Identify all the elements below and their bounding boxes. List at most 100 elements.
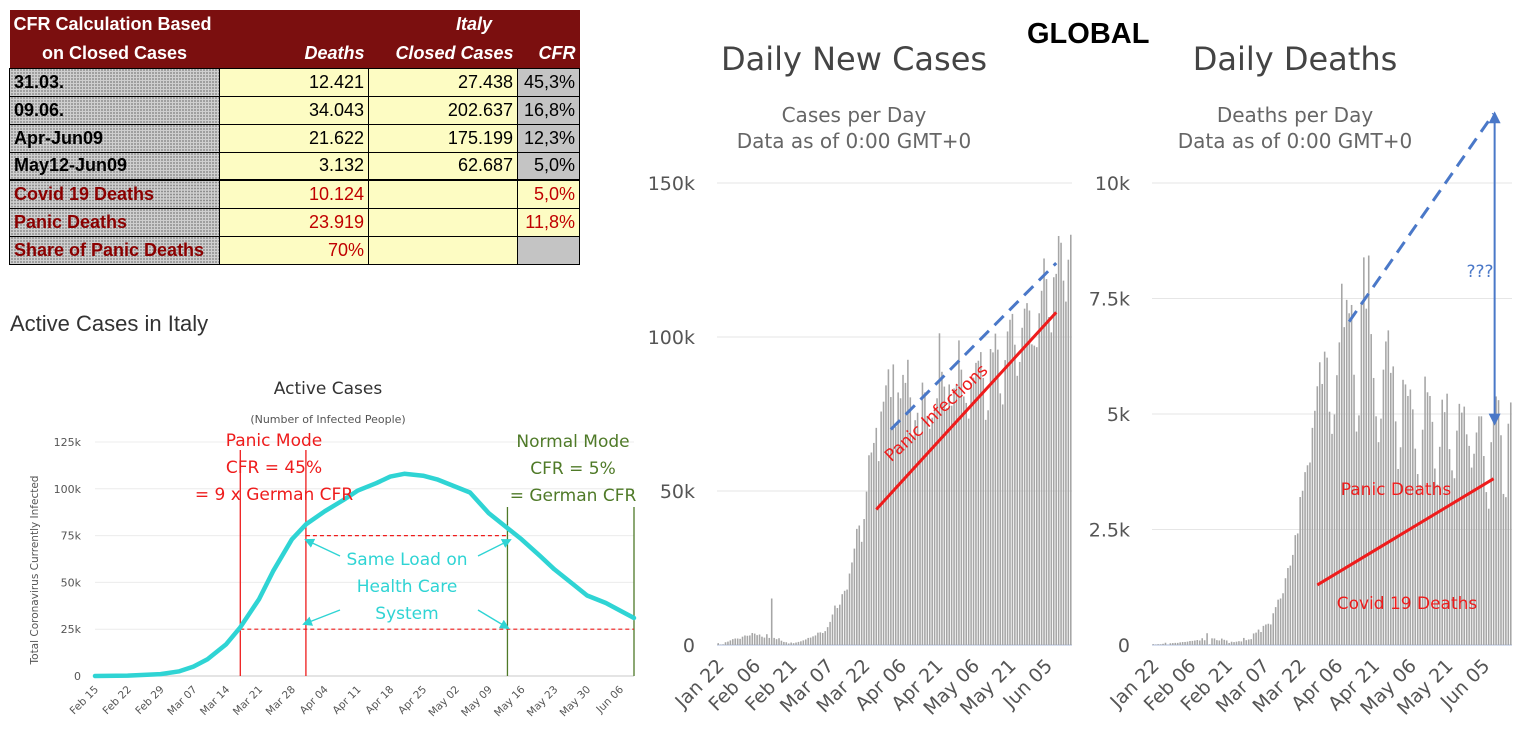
bar — [972, 377, 975, 645]
row-deaths: 3.132 — [219, 151, 369, 181]
bar — [1318, 362, 1321, 645]
row-closed: 62.687 — [368, 151, 518, 181]
table-row: Covid 19 Deaths 10.124 5,0% — [9, 179, 580, 209]
y-ticks: 0 2.5k 5k 7.5k 10k — [1089, 173, 1130, 657]
bar — [812, 636, 814, 645]
bar — [1265, 624, 1267, 645]
row-closed: 175.199 — [368, 123, 518, 153]
bar — [931, 417, 933, 645]
annotation-line: Same Load on — [347, 550, 468, 570]
table-country: Italy — [368, 10, 580, 39]
bar — [1336, 375, 1338, 645]
x-tick-label: Feb 15 — [68, 684, 101, 717]
bar — [1478, 416, 1480, 645]
cfr-table: CFR Calculation Based Italy on Closed Ca… — [9, 10, 580, 265]
bar — [1255, 632, 1257, 645]
y-tick-label: 150k — [648, 173, 695, 195]
bar — [1206, 633, 1208, 645]
bar — [1470, 467, 1473, 645]
bar — [1267, 623, 1270, 645]
bar — [1463, 406, 1466, 645]
bar — [763, 637, 766, 645]
bar — [1176, 642, 1179, 645]
trend-lines — [1316, 111, 1501, 587]
annotation-line: = 9 x German CFR — [195, 485, 353, 505]
bar — [1497, 400, 1500, 645]
chart-title: Active Cases — [274, 379, 383, 399]
bar — [1062, 280, 1065, 645]
bar — [992, 352, 994, 645]
bar — [821, 632, 824, 645]
bar — [877, 461, 880, 645]
bar — [1052, 277, 1055, 645]
bar — [1487, 508, 1490, 645]
bar — [758, 634, 761, 645]
y-tick-label: 7.5k — [1089, 289, 1130, 311]
bars — [717, 234, 1072, 646]
bar — [1057, 235, 1060, 646]
bar — [1292, 554, 1294, 645]
bar — [1343, 327, 1346, 645]
bar — [1311, 427, 1314, 645]
daily-deaths-chart: Daily Deaths Deaths per Day Data as of 0… — [1089, 40, 1512, 720]
x-tick-label: May 02 — [426, 684, 462, 720]
bar — [1448, 449, 1451, 645]
bar — [980, 352, 982, 645]
bar — [868, 455, 870, 645]
bar — [851, 562, 853, 645]
bar — [770, 598, 773, 645]
x-tick-label: Mar 21 — [231, 684, 265, 718]
bar — [989, 349, 992, 645]
y-tick-label: 125k — [54, 436, 82, 449]
bar — [843, 590, 846, 645]
x-tick-label: Mar 14 — [198, 683, 233, 718]
bar — [1257, 629, 1260, 645]
bar — [1243, 637, 1245, 645]
bar — [1475, 432, 1478, 645]
bar — [1157, 644, 1159, 645]
row-cfr: 5,0% — [517, 151, 580, 181]
bar — [846, 589, 848, 645]
bar — [1485, 492, 1488, 645]
bar — [1247, 639, 1250, 645]
bar — [1441, 399, 1443, 645]
bar — [928, 428, 931, 645]
x-tick-label: May 30 — [558, 684, 594, 720]
bar — [734, 638, 737, 645]
bar — [1458, 403, 1461, 645]
bar — [1262, 625, 1265, 645]
bar — [1191, 640, 1194, 645]
bar — [887, 369, 890, 645]
bar — [1208, 644, 1211, 645]
bar — [875, 427, 878, 645]
bar — [1304, 472, 1306, 645]
table-row: May12-Jun09 3.132 62.687 5,0% — [9, 151, 580, 181]
bar — [924, 392, 926, 645]
bar — [807, 637, 809, 645]
bar — [994, 333, 997, 645]
bar — [1038, 313, 1040, 645]
bar — [1152, 644, 1155, 645]
annotation-line: System — [375, 604, 438, 624]
bar — [809, 637, 812, 645]
bar — [953, 388, 955, 645]
bar — [892, 364, 895, 645]
bar — [1402, 379, 1404, 645]
row-label: Covid 19 Deaths — [9, 179, 220, 209]
bar — [1446, 393, 1448, 645]
bar — [1269, 624, 1272, 645]
row-label: Apr-Jun09 — [9, 123, 220, 153]
chart-title: Daily Deaths — [1193, 40, 1398, 78]
chart-subtitle: (Number of Infected People) — [250, 413, 405, 426]
bar — [1031, 344, 1033, 645]
bar — [1358, 415, 1360, 645]
bar — [741, 636, 744, 645]
bar — [982, 377, 985, 645]
bar — [1394, 421, 1397, 645]
bar — [914, 420, 916, 645]
bar — [800, 641, 802, 645]
bar — [751, 632, 754, 645]
bar — [1350, 304, 1353, 645]
row-cfr: 12,3% — [517, 123, 580, 153]
bar — [1164, 642, 1167, 645]
